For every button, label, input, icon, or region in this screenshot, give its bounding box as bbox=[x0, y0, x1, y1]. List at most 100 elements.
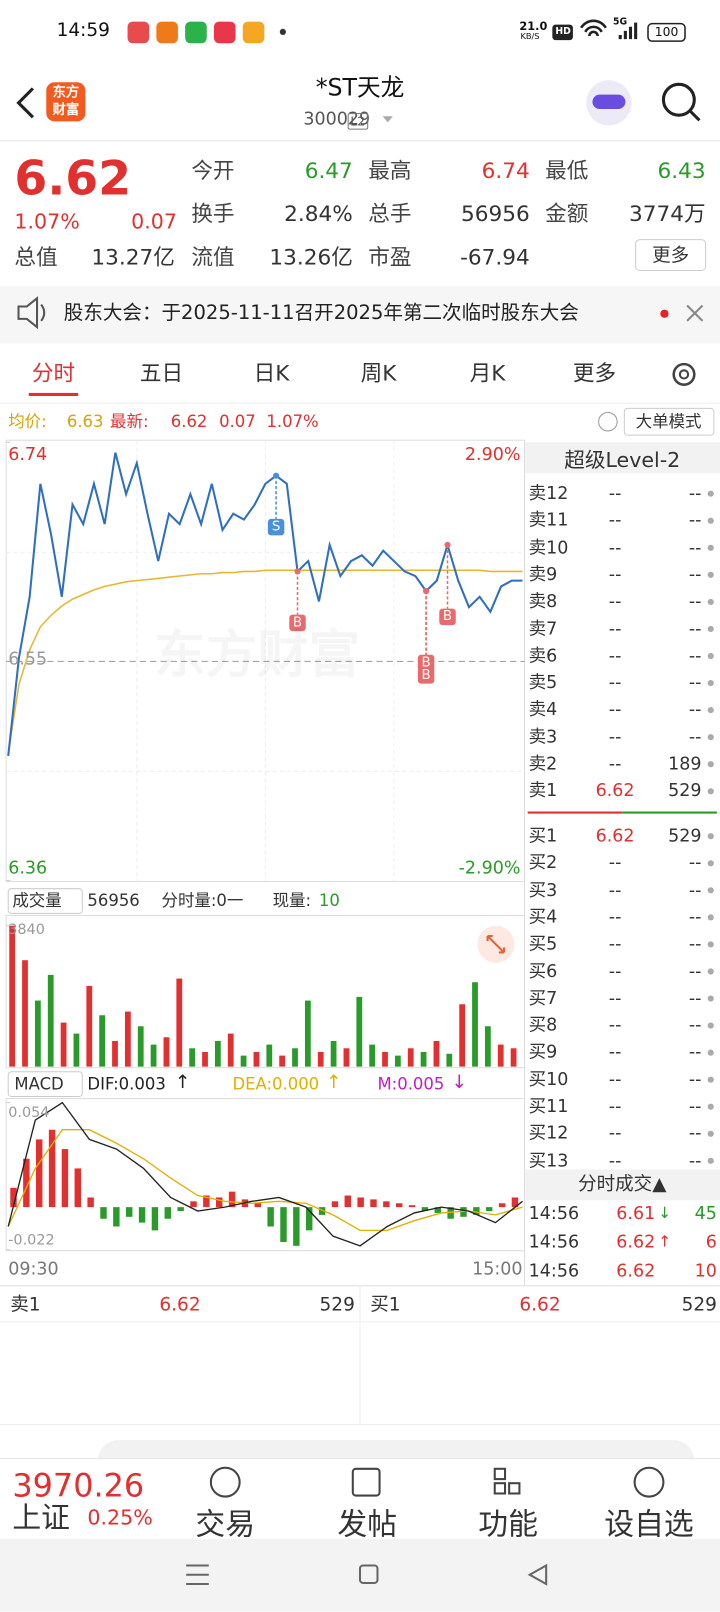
book-label: 买10 bbox=[528, 1069, 569, 1090]
macd-bar bbox=[190, 1201, 197, 1208]
macd-dropdown[interactable] bbox=[7, 1071, 83, 1097]
dea-line bbox=[7, 1129, 523, 1232]
notice-band bbox=[0, 285, 720, 344]
system-home[interactable] bbox=[358, 1564, 379, 1584]
nav-icon[interactable] bbox=[351, 1467, 381, 1497]
nav-item[interactable]: 交易 bbox=[195, 1506, 256, 1542]
nav-item[interactable]: 发帖 bbox=[337, 1506, 398, 1542]
nav-icon[interactable] bbox=[493, 1467, 507, 1481]
book-price: -- bbox=[608, 852, 622, 874]
book-label: 卖3 bbox=[528, 726, 558, 748]
macd-bar bbox=[35, 1139, 43, 1208]
book-label: 卖1 bbox=[10, 1293, 41, 1316]
tab[interactable]: 更多 bbox=[572, 361, 617, 386]
avg-price: 6.63 bbox=[66, 411, 104, 431]
nav-item[interactable]: 设自选 bbox=[604, 1506, 694, 1542]
volume-bar bbox=[60, 1022, 67, 1067]
book-dot bbox=[707, 1130, 714, 1137]
volume-bar bbox=[202, 1051, 208, 1067]
trade-volume: 10 bbox=[694, 1261, 717, 1282]
x-tick-label: 15:00 bbox=[472, 1258, 523, 1280]
macd-bar bbox=[23, 1158, 30, 1208]
book-volume: -- bbox=[688, 1069, 702, 1090]
book-volume: 529 bbox=[668, 825, 702, 847]
book-volume: -- bbox=[688, 1096, 702, 1118]
book-dot bbox=[707, 1022, 714, 1029]
volume-frame bbox=[5, 914, 526, 1069]
tab[interactable]: 分时 bbox=[31, 361, 76, 386]
stat-label: 换手 bbox=[191, 201, 235, 227]
stat-label: 总手 bbox=[368, 201, 412, 227]
book-price: -- bbox=[608, 618, 622, 640]
speaker-icon bbox=[17, 296, 46, 330]
macd-bar bbox=[305, 1207, 313, 1231]
trade-price: 6.62 bbox=[616, 1261, 656, 1282]
macd-bar bbox=[125, 1207, 133, 1217]
code-dropdown[interactable] bbox=[382, 116, 393, 123]
book-label: 买3 bbox=[528, 880, 558, 901]
logo-text: 东方 bbox=[52, 85, 80, 101]
nav-icon[interactable] bbox=[209, 1466, 241, 1498]
system-menu[interactable] bbox=[186, 1564, 209, 1586]
tab[interactable]: 五日 bbox=[139, 361, 184, 386]
book-price: 6.62 bbox=[519, 1293, 561, 1316]
volume-bar bbox=[292, 1048, 298, 1067]
stock-name: *ST天龙 bbox=[315, 75, 405, 102]
tab[interactable]: 月K bbox=[469, 361, 506, 386]
trade-volume: 6 bbox=[705, 1232, 717, 1253]
stat-label: 最高 bbox=[368, 158, 412, 184]
index-value: 3970.26 bbox=[12, 1467, 145, 1505]
app-logo bbox=[46, 82, 86, 122]
macd-bar bbox=[267, 1207, 274, 1227]
trades-title: 分时成交▲ bbox=[578, 1173, 667, 1196]
battery-level: 100 bbox=[654, 24, 679, 40]
volume-bar bbox=[176, 978, 183, 1067]
macd-bar bbox=[331, 1201, 339, 1208]
book-price: -- bbox=[608, 510, 622, 532]
volume-bar bbox=[22, 960, 28, 1067]
volume-dropdown[interactable] bbox=[7, 888, 83, 914]
tab[interactable]: 日K bbox=[253, 361, 290, 386]
book-price: -- bbox=[608, 699, 622, 721]
volume-bar bbox=[227, 1033, 234, 1067]
book-price: -- bbox=[608, 961, 622, 982]
back-button[interactable] bbox=[16, 87, 35, 119]
volume-bar bbox=[9, 925, 16, 1067]
current-volume-label: 现量: bbox=[272, 890, 312, 911]
book-price: -- bbox=[608, 564, 622, 586]
big-order-mode[interactable] bbox=[623, 407, 715, 436]
search-button[interactable] bbox=[661, 82, 696, 117]
book-price: 6.62 bbox=[159, 1293, 201, 1316]
app-icon bbox=[185, 21, 207, 44]
more-button[interactable] bbox=[635, 239, 707, 272]
system-back[interactable] bbox=[527, 1563, 548, 1586]
level2-title: 超级Level-2 bbox=[564, 447, 681, 473]
book-dot bbox=[707, 598, 714, 606]
price-line bbox=[7, 452, 523, 757]
book-dot bbox=[707, 887, 714, 894]
trade-volume: 45 bbox=[694, 1203, 717, 1224]
m-value: M:0.005 bbox=[377, 1073, 445, 1094]
volume-bar bbox=[86, 985, 93, 1067]
close-notice[interactable] bbox=[686, 304, 704, 322]
book-label: 卖7 bbox=[528, 618, 558, 640]
network-type: 5G bbox=[613, 17, 628, 28]
signal-icon bbox=[618, 22, 638, 40]
stat-value: -67.94 bbox=[460, 244, 530, 270]
macd-bar bbox=[151, 1207, 159, 1231]
nav-icon[interactable] bbox=[633, 1466, 665, 1498]
book-price: -- bbox=[608, 1096, 622, 1118]
volume-bar bbox=[497, 1044, 504, 1067]
book-volume: -- bbox=[688, 988, 702, 1009]
macd-bar bbox=[10, 1187, 17, 1208]
level-badge: L2 bbox=[347, 113, 369, 130]
book-label: 买12 bbox=[528, 1123, 569, 1145]
period-volume: 分时量:0一 bbox=[161, 890, 244, 911]
book-label: 卖10 bbox=[528, 537, 569, 559]
nav-item[interactable]: 功能 bbox=[478, 1506, 538, 1542]
settings-button[interactable] bbox=[672, 362, 696, 386]
help-icon[interactable] bbox=[598, 411, 618, 432]
book-dot bbox=[707, 1103, 714, 1110]
tab[interactable]: 周K bbox=[360, 361, 397, 386]
